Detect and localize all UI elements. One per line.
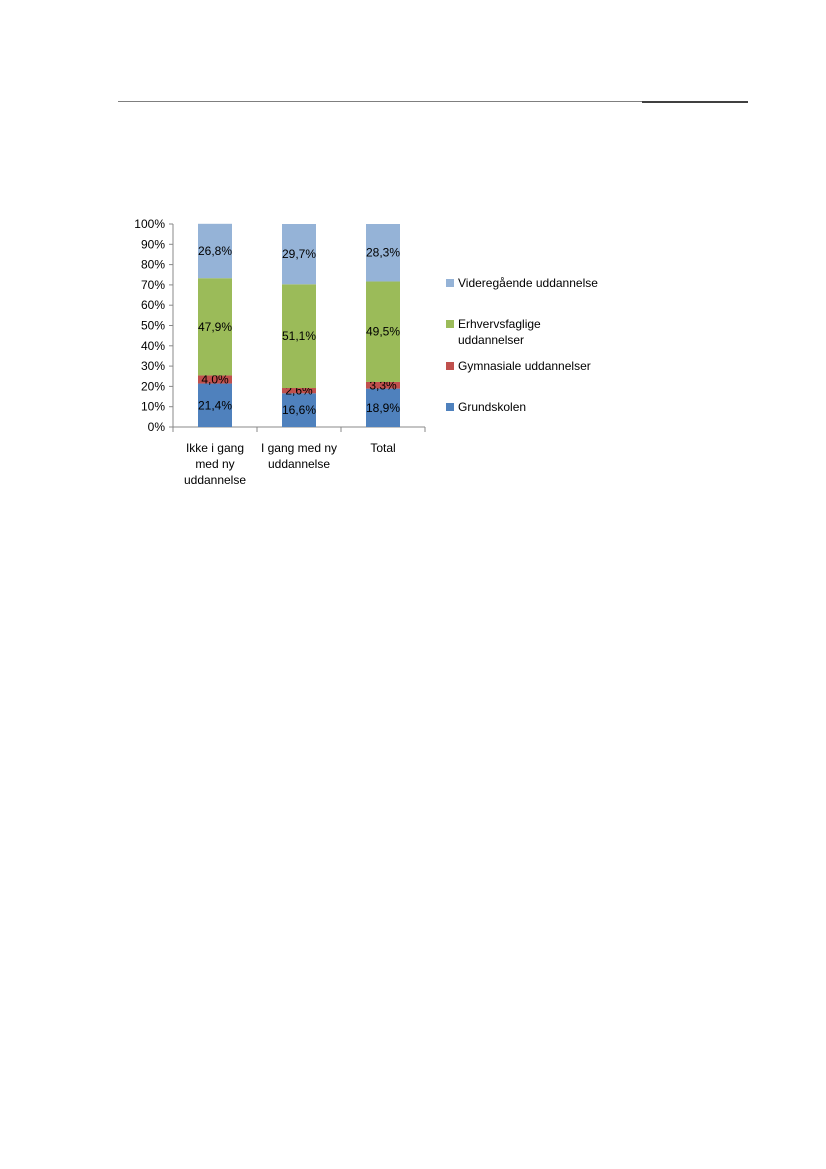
legend-label: Gymnasiale uddannelser (458, 359, 591, 373)
data-label: 4,0% (201, 372, 229, 386)
data-label: 26,8% (198, 244, 232, 258)
x-category-label: I gang med ny (261, 441, 337, 455)
legend-label: Erhvervsfaglige (458, 317, 541, 331)
data-label: 18,9% (366, 401, 400, 415)
bar-segment (366, 381, 400, 389)
legend-label: Grundskolen (458, 400, 526, 414)
bar-segment (282, 224, 316, 285)
legend-swatch (446, 403, 454, 411)
y-tick-label: 20% (141, 379, 165, 393)
legend-label: Videregående uddannelse (458, 276, 598, 290)
header-rule-accent (642, 101, 748, 103)
data-label: 47,9% (198, 320, 232, 334)
x-category-label: Total (370, 441, 395, 455)
bar-segment (366, 388, 400, 427)
legend-swatch (446, 320, 454, 328)
legend-label: uddannelser (458, 333, 524, 347)
x-category-label: uddannelse (268, 457, 330, 471)
data-label: 49,5% (366, 325, 400, 339)
legend-swatch (446, 279, 454, 287)
y-tick-label: 70% (141, 278, 165, 292)
y-tick-label: 90% (141, 237, 165, 251)
y-tick-label: 40% (141, 339, 165, 353)
x-category-label: med ny (195, 457, 234, 471)
data-label: 21,4% (198, 398, 232, 412)
y-tick-label: 80% (141, 258, 165, 272)
x-category-label: uddannelse (184, 473, 246, 487)
data-label: 28,3% (366, 246, 400, 260)
header-rule (118, 101, 748, 102)
bar-segment (366, 281, 400, 382)
data-label: 29,7% (282, 247, 316, 261)
x-category-label: Ikke i gang (186, 441, 244, 455)
y-tick-label: 60% (141, 298, 165, 312)
data-label: 51,1% (282, 329, 316, 343)
bar-segment (366, 224, 400, 282)
bar-segment (282, 284, 316, 389)
y-tick-label: 0% (148, 420, 166, 434)
bar-segment (198, 383, 232, 427)
y-tick-label: 100% (134, 217, 165, 231)
bar-segment (282, 393, 316, 427)
bar-segment (198, 278, 232, 376)
bar-segment (282, 388, 316, 394)
data-label: 16,6% (282, 403, 316, 417)
y-tick-label: 10% (141, 400, 165, 414)
legend-swatch (446, 362, 454, 370)
bar-segment (198, 223, 232, 279)
y-tick-label: 50% (141, 319, 165, 333)
bar-segment (198, 375, 232, 384)
y-tick-label: 30% (141, 359, 165, 373)
